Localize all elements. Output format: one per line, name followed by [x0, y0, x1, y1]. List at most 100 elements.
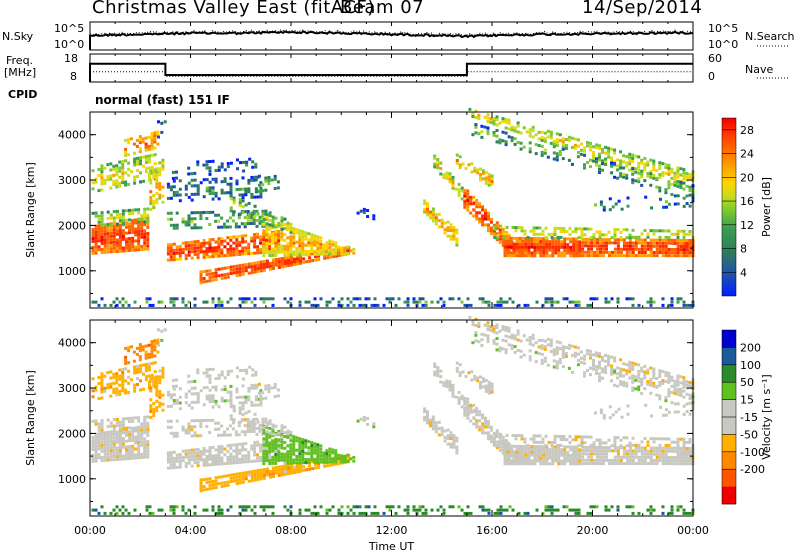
power-cell	[190, 226, 194, 230]
power-cell	[94, 211, 98, 215]
power-cell	[602, 254, 605, 258]
power-cell	[184, 220, 188, 224]
velocity-cell	[97, 453, 101, 457]
power-cell	[146, 222, 150, 226]
power-cell	[254, 162, 258, 166]
velocity-cell	[518, 462, 522, 466]
power-cell	[602, 250, 605, 254]
power-cell	[584, 241, 588, 245]
power-cell	[244, 187, 248, 191]
power-cell	[208, 249, 212, 253]
power-cell	[547, 232, 551, 236]
velocity-cell	[277, 465, 281, 469]
velocity-cell	[281, 470, 284, 474]
power-cell	[115, 224, 119, 228]
power-cell	[211, 197, 215, 201]
power-cell	[449, 229, 453, 232]
velocity-cell	[611, 449, 614, 453]
velocity-cell	[673, 391, 677, 395]
velocity-cell	[504, 348, 508, 352]
velocity-cell	[166, 466, 170, 470]
power-cell	[347, 249, 351, 253]
velocity-cell	[147, 374, 151, 378]
power-cell	[140, 220, 144, 224]
velocity-cell	[495, 342, 499, 346]
power-cell	[463, 200, 467, 204]
velocity-cell	[286, 432, 290, 436]
range-tick-label: 4000	[58, 129, 86, 142]
velocity-cell	[522, 334, 526, 338]
velocity-cell	[243, 424, 247, 428]
velocity-cell	[253, 478, 257, 482]
velocity-cell	[322, 457, 326, 461]
velocity-cell	[250, 386, 254, 390]
velocity-cell	[190, 458, 194, 462]
power-cell	[202, 300, 206, 304]
power-cell	[217, 225, 221, 229]
velocity-cell	[184, 455, 188, 459]
power-cell	[587, 254, 591, 258]
velocity-cell	[587, 462, 591, 466]
power-cell	[245, 160, 249, 164]
velocity-cell	[676, 393, 680, 396]
power-cell	[628, 159, 632, 163]
power-cell	[682, 251, 686, 255]
power-cell	[150, 168, 154, 172]
power-cell	[599, 247, 602, 251]
power-cell	[608, 241, 611, 245]
power-cell	[171, 176, 175, 180]
power-cell	[118, 181, 122, 185]
power-cell	[196, 249, 200, 253]
velocity-cell	[139, 379, 142, 383]
power-cell	[193, 171, 197, 175]
power-cell	[499, 225, 503, 229]
velocity-cell	[127, 349, 131, 353]
velocity-cell	[220, 447, 224, 451]
power-cell	[469, 211, 473, 215]
power-cell	[472, 202, 476, 206]
velocity-cell	[658, 449, 662, 453]
velocity-cell	[622, 374, 626, 378]
power-cell	[121, 178, 125, 182]
velocity-cell	[527, 456, 531, 460]
velocity-cell	[169, 393, 173, 397]
velocity-cell	[214, 457, 218, 461]
velocity-cell	[241, 448, 245, 452]
velocity-cell	[304, 442, 308, 446]
power-cell	[490, 177, 494, 181]
velocity-cell	[223, 388, 227, 391]
velocity-cell	[562, 435, 566, 438]
power-cell	[688, 239, 692, 242]
velocity-cell	[137, 435, 141, 439]
velocity-cell	[115, 417, 119, 421]
power-cell	[434, 213, 438, 217]
velocity-cell	[664, 437, 668, 441]
power-cell	[127, 303, 131, 307]
velocity-cell	[670, 462, 674, 466]
velocity-cell	[229, 384, 233, 388]
velocity-cell	[310, 458, 314, 462]
power-cell	[682, 204, 686, 208]
power-cell	[622, 172, 626, 176]
velocity-cell	[313, 442, 317, 446]
power-cell	[583, 146, 586, 150]
power-cell	[118, 184, 122, 188]
power-cell	[259, 235, 263, 239]
velocity-cell	[619, 367, 623, 371]
velocity-cell	[513, 350, 517, 354]
velocity-cell	[118, 457, 122, 461]
velocity-cell	[599, 455, 602, 459]
velocity-cell	[128, 436, 131, 440]
power-cell	[238, 187, 242, 191]
velocity-cell	[247, 479, 251, 483]
velocity-cell	[172, 459, 176, 463]
power-cell	[565, 230, 569, 234]
velocity-cell	[496, 441, 500, 445]
velocity-cell	[152, 414, 156, 418]
power-cell	[372, 217, 376, 221]
velocity-cell	[147, 343, 151, 347]
power-cell	[190, 220, 194, 224]
velocity-cell	[190, 425, 194, 429]
power-cell	[490, 182, 494, 186]
power-cell	[268, 264, 272, 268]
